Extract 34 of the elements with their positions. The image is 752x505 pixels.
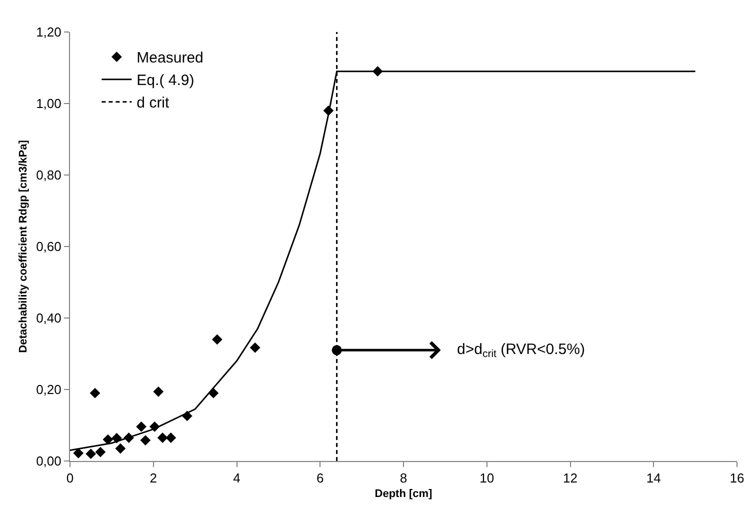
point xyxy=(250,342,260,353)
y-tick-label: 1,20 xyxy=(36,24,62,40)
y-tick-label: 0,40 xyxy=(36,310,62,326)
legend-label: Eq.( 4.9) xyxy=(136,72,194,90)
point xyxy=(73,448,84,458)
point xyxy=(86,448,96,460)
x-tick-label: 12 xyxy=(563,470,578,486)
x-tick-label: 8 xyxy=(400,470,408,486)
y-tick-label: 0,20 xyxy=(36,382,62,398)
point xyxy=(102,434,114,445)
x-tick-label: 10 xyxy=(480,470,494,486)
y-tick-label: 0,80 xyxy=(36,168,62,183)
point xyxy=(153,386,164,397)
point xyxy=(115,443,126,454)
point xyxy=(136,421,146,432)
x-tick-label: 6 xyxy=(316,470,324,486)
point xyxy=(140,435,151,446)
legend-label: d crit xyxy=(136,94,170,112)
legend-label: Measured xyxy=(136,50,204,67)
x-tick-label: 16 xyxy=(730,470,744,486)
x-axis-title: Depth [cm] xyxy=(374,488,433,500)
y-tick-label: 0,60 xyxy=(36,239,62,254)
point xyxy=(90,388,100,398)
x-tick-label: 14 xyxy=(646,470,661,486)
annotation: d>d$_{crit}$ (RVR<0.5%) xyxy=(457,341,585,360)
x-tick-label: 4 xyxy=(233,470,240,486)
point xyxy=(95,446,106,458)
y-tick-label: 1,00 xyxy=(36,96,62,112)
point xyxy=(212,334,222,345)
point xyxy=(166,432,176,443)
y-axis-title: Detachability coefficient Rdgp [cm3/kPa] xyxy=(18,140,30,353)
x-tick-label: 0 xyxy=(66,470,74,486)
y-tick-label: 0,00 xyxy=(36,454,62,469)
x-tick-label: 2 xyxy=(150,470,157,486)
